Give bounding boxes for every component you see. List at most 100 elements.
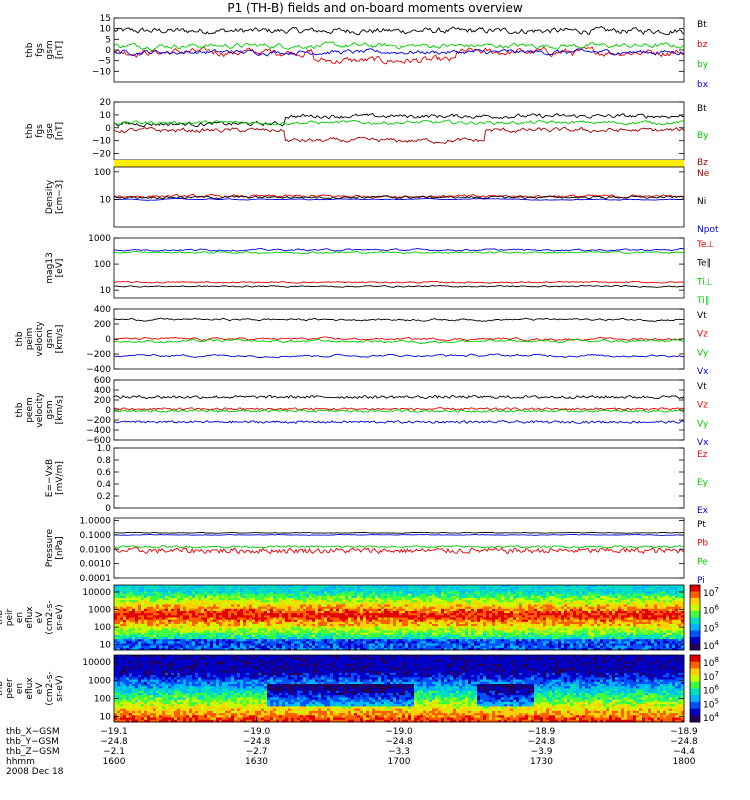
spectrogram-cell xyxy=(306,637,310,640)
spectrogram-cell xyxy=(564,598,568,601)
spectrogram-cell xyxy=(255,628,259,631)
spectrogram-cell xyxy=(588,624,592,627)
spectrogram-cell xyxy=(630,634,634,638)
spectrogram-cell xyxy=(408,632,412,636)
spectrogram-cell xyxy=(261,613,265,616)
spectrogram-cell xyxy=(522,630,526,634)
spectrogram-cell xyxy=(459,602,463,605)
spectrogram-cell xyxy=(390,630,394,634)
spectrogram-cell xyxy=(417,628,421,631)
spectrogram-cell xyxy=(129,634,133,638)
spectrogram-cell xyxy=(540,598,544,601)
spectrogram-cell xyxy=(432,626,436,629)
spectrogram-cell xyxy=(270,626,274,629)
spectrogram-cell xyxy=(615,632,619,636)
spectrogram-cell xyxy=(420,611,424,614)
spectrogram-cell xyxy=(219,608,223,612)
spectrogram-cell xyxy=(489,632,493,636)
spectrogram-cell xyxy=(270,587,274,590)
spectrogram-cell xyxy=(183,624,187,627)
spectrogram-cell xyxy=(324,637,328,640)
spectrogram-cell xyxy=(237,585,241,588)
spectrogram-cell xyxy=(627,617,631,621)
spectrogram-cell xyxy=(432,606,436,610)
spectrogram-cell xyxy=(669,606,673,610)
spectrogram-cell xyxy=(138,637,142,640)
spectrogram-cell xyxy=(627,608,631,612)
spectrogram-cell xyxy=(477,632,481,636)
spectrogram-cell xyxy=(453,615,457,618)
spectrogram-cell xyxy=(336,602,340,605)
spectrogram-cell xyxy=(591,626,595,629)
spectrogram-cell xyxy=(186,611,190,614)
spectrogram-cell xyxy=(243,626,247,629)
spectrogram-cell xyxy=(318,602,322,605)
spectrogram-cell xyxy=(195,587,199,590)
spectrogram-cell xyxy=(315,611,319,614)
spectrogram-cell xyxy=(486,604,490,608)
spectrogram-cell xyxy=(414,624,418,627)
spectrogram-cell xyxy=(507,598,511,601)
spectrogram-cell xyxy=(297,589,301,592)
spectrogram-cell xyxy=(558,624,562,627)
spectrogram-cell xyxy=(432,634,436,638)
spectrogram-cell xyxy=(594,591,598,595)
spectrogram-cell xyxy=(570,619,574,623)
spectrogram-cell xyxy=(678,619,682,623)
spectrogram-cell xyxy=(675,624,679,627)
spectrogram-cell xyxy=(150,593,154,597)
spectrogram-cell xyxy=(603,632,607,636)
spectrogram-cell xyxy=(345,628,349,631)
spectrogram-cell xyxy=(342,634,346,638)
spectrogram-cell xyxy=(657,608,661,612)
spectrogram-cell xyxy=(576,585,580,588)
spectrogram-cell xyxy=(282,608,286,612)
spectrogram-cell xyxy=(501,604,505,608)
spectrogram-cell xyxy=(438,624,442,627)
spectrogram-cell xyxy=(492,626,496,629)
spectrogram-cell xyxy=(240,598,244,601)
spectrogram-cell xyxy=(672,589,676,592)
spectrogram-cell xyxy=(123,604,127,608)
spectrogram-cell xyxy=(474,598,478,601)
spectrogram-cell xyxy=(201,606,205,610)
spectrogram-cell xyxy=(450,624,454,627)
spectrogram-cell xyxy=(282,600,286,603)
spectrogram-cell xyxy=(612,630,616,634)
spectrogram-cell xyxy=(252,587,256,590)
spectrogram-cell xyxy=(210,611,214,614)
spectrogram-cell xyxy=(144,630,148,634)
spectrogram-cell xyxy=(570,608,574,612)
spectrogram-cell xyxy=(486,600,490,603)
spectrogram-cell xyxy=(486,619,490,623)
spectrogram-cell xyxy=(219,585,223,588)
spectrogram-cell xyxy=(522,613,526,616)
spectrogram-cell xyxy=(129,604,133,608)
spectrogram-cell xyxy=(216,617,220,621)
spectrogram-cell xyxy=(222,621,226,625)
spectrogram-cell xyxy=(321,621,325,625)
spectrogram-cell xyxy=(477,630,481,634)
spectrogram-cell xyxy=(447,608,451,612)
spectrogram-cell xyxy=(459,626,463,629)
spectrogram-cell xyxy=(291,611,295,614)
spectrogram-cell xyxy=(351,593,355,597)
spectrogram-cell xyxy=(138,602,142,605)
spectrogram-cell xyxy=(255,615,259,618)
spectrogram-cell xyxy=(249,602,253,605)
spectrogram-cell xyxy=(672,591,676,595)
spectrogram-cell xyxy=(135,611,139,614)
spectrogram-cell xyxy=(270,608,274,612)
spectrogram-cell xyxy=(330,626,334,629)
spectrogram-cell xyxy=(300,589,304,592)
spectrogram-cell xyxy=(360,617,364,621)
spectrogram-cell xyxy=(588,602,592,605)
spectrogram-cell xyxy=(429,589,433,592)
spectrogram-cell xyxy=(147,630,151,634)
spectrogram-cell xyxy=(237,608,241,612)
spectrogram-cell xyxy=(231,630,235,634)
spectrogram-cell xyxy=(660,600,664,603)
spectrogram-cell xyxy=(651,589,655,592)
spectrogram-cell xyxy=(642,598,646,601)
spectrogram-cell xyxy=(279,602,283,605)
